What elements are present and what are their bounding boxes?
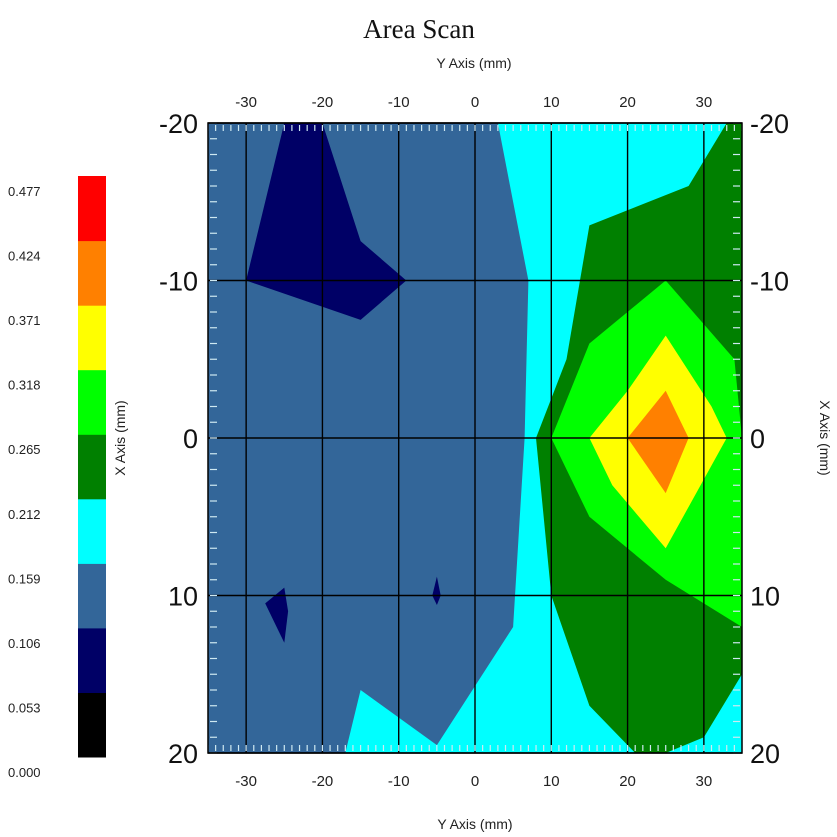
legend-swatch-1 (78, 627, 106, 693)
y-tick-label-left: -20 (159, 109, 198, 139)
contour-region-8 (432, 576, 441, 605)
plot-frame (207, 122, 743, 754)
x-axis-title-top: Y Axis (mm) (436, 55, 511, 71)
x-tick-label-top: -30 (235, 94, 257, 111)
x-tick-label-top: -20 (312, 94, 334, 111)
x-tick-label-top: -10 (388, 94, 410, 111)
x-tick-label-bottom: -10 (388, 773, 410, 790)
x-tick-label-bottom: 30 (696, 773, 713, 790)
x-tick-label-bottom: -30 (235, 773, 257, 790)
legend-label: 0.318 (8, 378, 41, 393)
legend-label: 0.477 (8, 184, 41, 199)
minor-tick-marks (207, 122, 743, 754)
x-tick-label-bottom: 20 (619, 773, 636, 790)
y-tick-label-left: 0 (183, 424, 198, 454)
contour-region-7 (265, 587, 289, 643)
legend-swatch-7 (78, 240, 106, 306)
x-tick-label-top: 30 (696, 94, 713, 111)
legend-label: 0.212 (8, 507, 41, 522)
tick-labels: -30 -20 -10 0 10 20 30 -30 -20 -10 0 10 20 30 -20 -10 0 1… (159, 94, 789, 790)
legend-label: 0.053 (8, 700, 41, 715)
legend-label: 0.265 (8, 442, 41, 457)
y-tick-label-right: 20 (750, 739, 780, 769)
y-tick-label-right: -10 (750, 267, 789, 297)
legend-swatch-4 (78, 434, 106, 500)
legend-swatch-6 (78, 305, 106, 371)
x-axis-title-bottom: Y Axis (mm) (437, 816, 512, 832)
legend-label: 0.424 (8, 249, 41, 264)
y-tick-label-right: 10 (750, 582, 780, 612)
legend-swatch-5 (78, 369, 106, 435)
x-tick-label-bottom: -20 (312, 773, 334, 790)
legend-label: 0.159 (8, 571, 41, 586)
legend-swatch-2 (78, 563, 106, 629)
x-tick-label-top: 0 (471, 94, 479, 111)
color-legend: 0.477 0.424 0.371 0.318 0.265 0.212 0.159 0.106… (8, 176, 106, 780)
chart-title: Area Scan (363, 14, 475, 44)
x-tick-label-top: 20 (619, 94, 636, 111)
legend-swatch-8 (78, 176, 106, 242)
x-tick-label-top: 10 (543, 94, 560, 111)
y-axis-title-left: X Axis (mm) (112, 400, 128, 475)
x-tick-label-bottom: 10 (543, 773, 560, 790)
legend-swatch-3 (78, 498, 106, 564)
legend-label: 0.371 (8, 313, 41, 328)
x-tick-label-bottom: 0 (471, 773, 479, 790)
legend-label: 0.000 (8, 765, 41, 780)
contour-region-6 (246, 123, 407, 320)
y-tick-label-right: 0 (750, 424, 765, 454)
y-axis-title-right: X Axis (mm) (817, 400, 833, 475)
legend-swatch-0 (78, 692, 106, 758)
y-tick-label-left: 10 (168, 582, 198, 612)
y-tick-label-right: -20 (750, 109, 789, 139)
y-tick-label-left: -10 (159, 267, 198, 297)
legend-label: 0.106 (8, 636, 41, 651)
contour-region-5 (627, 390, 689, 494)
y-tick-label-left: 20 (168, 739, 198, 769)
